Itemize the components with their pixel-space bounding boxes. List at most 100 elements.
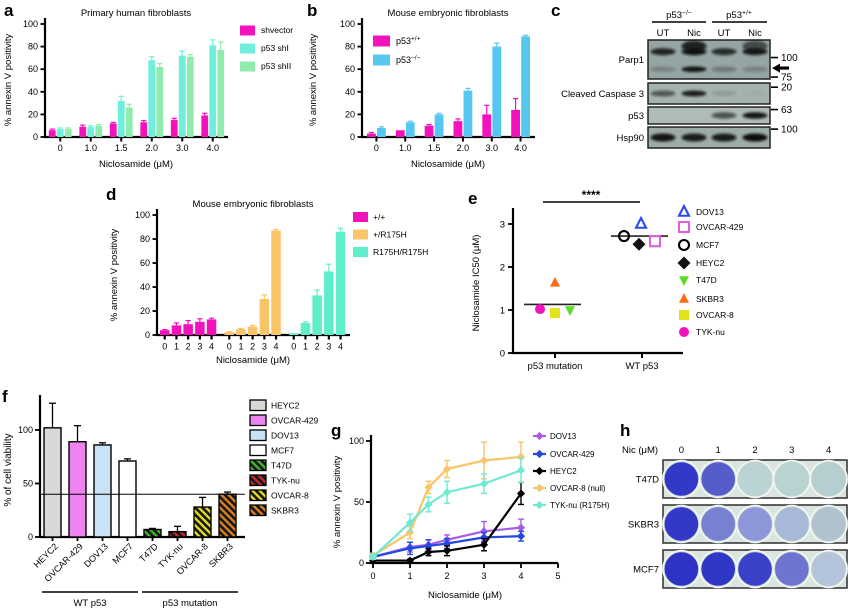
svg-text:MCF7: MCF7	[111, 541, 135, 565]
svg-text:p53 mutation: p53 mutation	[528, 361, 583, 372]
svg-text:Nic (μM): Nic (μM)	[622, 445, 658, 456]
svg-text:60: 60	[140, 258, 150, 268]
svg-text:% of cell viability: % of cell viability	[3, 433, 14, 506]
svg-text:1.0: 1.0	[399, 143, 412, 153]
svg-text:40: 40	[140, 282, 150, 292]
svg-text:OVCAR-429: OVCAR-429	[550, 450, 595, 459]
svg-text:60: 60	[28, 64, 38, 74]
svg-text:p53−/−: p53−/−	[396, 55, 421, 66]
svg-text:80: 80	[345, 42, 355, 52]
svg-text:2: 2	[315, 342, 320, 352]
svg-text:2: 2	[250, 342, 255, 352]
svg-text:p53+/+: p53+/+	[726, 10, 752, 22]
svg-text:2.0: 2.0	[145, 143, 158, 153]
svg-text:1: 1	[716, 445, 721, 456]
svg-text:p53+/+: p53+/+	[396, 36, 421, 47]
svg-text:100: 100	[349, 436, 364, 446]
svg-text:OVCAR-8: OVCAR-8	[696, 310, 734, 320]
svg-text:T47D: T47D	[636, 475, 659, 486]
svg-text:1.0: 1.0	[84, 143, 97, 153]
panel-h-colony-assay: Nic (μM) 0 1 2 3 4 T47D SKBR3 MCF7	[622, 445, 848, 589]
svg-text:75: 75	[781, 73, 793, 84]
svg-text:SKBR3: SKBR3	[696, 294, 724, 304]
svg-text:HEYC2: HEYC2	[550, 467, 577, 476]
svg-text:4: 4	[338, 342, 343, 352]
svg-text:Mouse embryonic fibroblasts: Mouse embryonic fibroblasts	[193, 199, 314, 210]
svg-text:1: 1	[407, 571, 412, 581]
svg-text:HEYC2: HEYC2	[696, 258, 725, 268]
svg-text:+/R175H: +/R175H	[373, 230, 407, 240]
svg-text:T47D: T47D	[271, 461, 292, 471]
svg-text:3: 3	[500, 220, 505, 231]
svg-text:4: 4	[209, 342, 214, 352]
svg-text:OVCAR-8 (null): OVCAR-8 (null)	[550, 484, 606, 493]
panel-label-c: c	[551, 1, 561, 20]
svg-text:WT p53: WT p53	[73, 598, 106, 609]
svg-text:SKBR3: SKBR3	[207, 541, 235, 569]
svg-text:Niclosamide (μM): Niclosamide (μM)	[411, 159, 485, 170]
svg-text:Hsp90: Hsp90	[617, 133, 644, 144]
svg-text:3: 3	[326, 342, 331, 352]
svg-text:0: 0	[359, 558, 364, 568]
svg-text:SKBR3: SKBR3	[628, 520, 659, 531]
svg-text:T47D: T47D	[137, 541, 160, 564]
svg-text:1: 1	[238, 342, 243, 352]
panel-label-a: a	[4, 1, 14, 20]
svg-text:DOV13: DOV13	[696, 207, 724, 217]
panel-b-grouped-bar-chart: 0 20 40 60 80 100 0 1.0 1.5 2.0 3.0 4.0 Mouse embryo…	[308, 8, 535, 170]
svg-text:100: 100	[781, 125, 798, 136]
svg-text:2: 2	[444, 571, 449, 581]
svg-text:OVCAR-429: OVCAR-429	[271, 416, 319, 426]
svg-text:Mouse embryonic fibroblasts: Mouse embryonic fibroblasts	[388, 8, 509, 19]
svg-text:Niclosamide (μM): Niclosamide (μM)	[216, 355, 290, 366]
svg-text:60: 60	[345, 64, 355, 74]
svg-text:MCF7: MCF7	[633, 565, 659, 576]
svg-text:3: 3	[481, 571, 486, 581]
svg-text:OVCAR-429: OVCAR-429	[696, 222, 744, 232]
svg-text:20: 20	[345, 109, 355, 119]
svg-text:UT: UT	[718, 28, 731, 39]
panel-label-g: g	[331, 421, 342, 440]
svg-text:shvector: shvector	[261, 25, 293, 35]
svg-text:4: 4	[826, 445, 831, 456]
svg-text:20: 20	[28, 109, 38, 119]
svg-text:% annexin V positivity: % annexin V positivity	[109, 229, 120, 322]
panel-a-grouped-bar-chart: 0 20 40 60 80 100 0 1.0 1.5 2.0 3.0 4.0 Primary huma…	[3, 8, 293, 170]
svg-text:50: 50	[354, 497, 364, 507]
svg-text:p53 shII: p53 shII	[261, 61, 291, 71]
svg-text:TYK-nu (R175H): TYK-nu (R175H)	[550, 501, 610, 510]
svg-text:DOV13: DOV13	[82, 541, 110, 569]
svg-text:1: 1	[174, 342, 179, 352]
svg-text:UT: UT	[657, 28, 670, 39]
panel-label-e: e	[468, 189, 478, 208]
svg-text:0: 0	[679, 445, 684, 456]
svg-text:100: 100	[23, 19, 38, 29]
svg-text:****: ****	[582, 188, 601, 202]
svg-text:SKBR3: SKBR3	[271, 506, 299, 516]
svg-text:p53: p53	[628, 111, 644, 122]
svg-text:3: 3	[262, 342, 267, 352]
svg-text:0: 0	[374, 143, 379, 153]
svg-text:80: 80	[140, 234, 150, 244]
svg-text:100: 100	[135, 210, 150, 220]
svg-text:4.0: 4.0	[514, 143, 527, 153]
svg-text:Niclosamide IC50 (μM): Niclosamide IC50 (μM)	[471, 235, 482, 332]
panel-e-scatter-plot: 0 1 2 3 p53 mutation WT p53 Niclosamide IC50 (…	[471, 188, 744, 372]
svg-text:TYK-nu: TYK-nu	[271, 476, 300, 486]
svg-text:% annexin V positivity: % annexin V positivity	[332, 456, 343, 549]
svg-text:p53 mutation: p53 mutation	[163, 598, 218, 609]
svg-text:0: 0	[145, 330, 150, 340]
svg-text:4: 4	[518, 571, 523, 581]
panel-label-f: f	[2, 387, 8, 406]
svg-text:1.5: 1.5	[428, 143, 441, 153]
svg-text:2: 2	[752, 445, 757, 456]
svg-text:0: 0	[291, 342, 296, 352]
svg-text:1.5: 1.5	[115, 143, 128, 153]
svg-text:MCF7: MCF7	[696, 240, 719, 250]
svg-text:+/+: +/+	[373, 212, 385, 222]
svg-text:0: 0	[227, 342, 232, 352]
svg-text:80: 80	[28, 42, 38, 52]
svg-text:DOV13: DOV13	[550, 432, 577, 441]
